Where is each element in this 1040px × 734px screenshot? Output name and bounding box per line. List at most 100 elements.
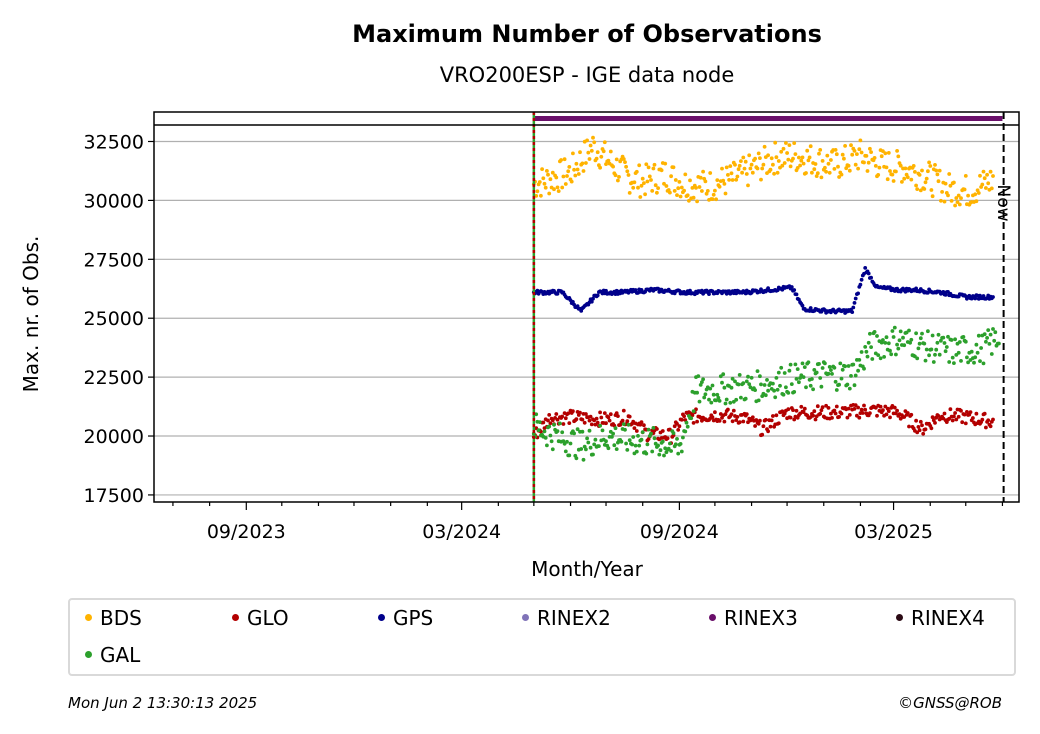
data-point-glo: [954, 417, 959, 422]
data-point-bds: [668, 190, 672, 195]
data-point-glo: [563, 416, 568, 421]
data-point-bds: [814, 174, 819, 179]
data-point-gal: [723, 401, 728, 406]
x-tick-label: 09/2024: [640, 521, 719, 543]
data-point-gal: [606, 446, 611, 451]
data-point-gal: [882, 355, 886, 359]
data-point-gal: [604, 439, 608, 444]
data-point-glo: [974, 411, 979, 416]
data-point-glo: [833, 411, 838, 416]
data-point-gal: [743, 396, 748, 401]
data-point-glo: [717, 419, 722, 423]
data-point-gal: [766, 388, 770, 393]
legend-item-gps: GPS: [378, 606, 433, 630]
data-point-gal: [721, 372, 726, 377]
data-point-bds: [810, 170, 814, 175]
data-point-bds: [672, 189, 677, 193]
data-point-gal: [639, 437, 644, 442]
data-point-bds: [766, 153, 770, 158]
data-point-gal: [652, 436, 657, 441]
data-point-bds: [843, 144, 847, 148]
data-point-gal: [630, 442, 634, 447]
data-point-bds: [815, 171, 820, 176]
data-point-gal: [981, 361, 986, 366]
data-point-bds: [634, 169, 639, 174]
data-point-bds: [726, 173, 730, 177]
data-point-glo: [819, 408, 824, 413]
data-point-bds: [601, 149, 606, 154]
data-point-bds: [578, 150, 582, 155]
data-point-glo: [588, 414, 593, 419]
data-point-gal: [681, 435, 685, 440]
data-point-glo: [791, 408, 795, 412]
data-point-glo: [837, 415, 841, 419]
data-point-gps: [707, 292, 711, 296]
data-point-bds: [744, 172, 749, 176]
data-point-glo: [818, 411, 823, 416]
data-point-bds: [675, 193, 679, 198]
data-point-gal: [775, 387, 780, 392]
data-point-bds: [613, 173, 618, 178]
data-point-gal: [644, 451, 649, 456]
data-point-bds: [683, 172, 688, 177]
data-point-glo: [860, 411, 865, 415]
data-point-gps: [633, 288, 638, 292]
data-point-glo: [763, 417, 768, 422]
data-point-glo: [584, 412, 588, 416]
data-point-bds: [780, 163, 785, 168]
data-point-bds: [747, 153, 752, 158]
data-point-bds: [679, 185, 684, 190]
data-point-gps: [851, 305, 856, 310]
data-point-gal: [888, 348, 892, 353]
data-point-glo: [965, 410, 969, 414]
data-point-bds: [842, 156, 846, 161]
data-point-gal: [547, 424, 552, 429]
data-point-bds: [591, 135, 595, 140]
data-point-gal: [804, 385, 808, 390]
data-point-bds: [890, 172, 895, 177]
data-point-glo: [682, 414, 686, 419]
data-point-bds: [885, 177, 890, 182]
data-point-bds: [918, 188, 923, 193]
data-point-gal: [827, 365, 832, 369]
data-point-glo: [580, 417, 585, 422]
data-point-gal: [814, 370, 819, 375]
data-point-bds: [849, 143, 853, 148]
data-point-gal: [709, 400, 714, 405]
data-point-bds: [978, 173, 982, 178]
data-point-bds: [561, 174, 566, 179]
data-point-glo: [571, 409, 575, 414]
data-point-glo: [950, 418, 955, 423]
data-point-gal: [997, 341, 1001, 346]
data-point-gps: [859, 277, 864, 282]
x-tick-label: 09/2023: [207, 521, 286, 543]
data-point-bds: [581, 169, 586, 173]
data-point-gal: [864, 349, 869, 354]
now-label: Now: [993, 184, 1013, 221]
data-point-bds: [608, 149, 613, 154]
data-point-glo: [582, 420, 587, 425]
data-point-glo: [730, 419, 735, 424]
data-point-glo: [756, 421, 761, 426]
data-point-bds: [858, 138, 863, 143]
data-point-gal: [909, 337, 914, 342]
data-point-gal: [979, 346, 983, 350]
data-point-gal: [818, 376, 823, 380]
data-point-bds: [552, 187, 556, 192]
data-point-gal: [684, 420, 689, 425]
data-point-bds: [724, 165, 729, 170]
data-point-gal: [611, 431, 615, 436]
data-point-gal: [849, 374, 853, 378]
data-point-bds: [673, 178, 678, 182]
data-point-glo: [675, 421, 679, 426]
data-point-gps: [869, 275, 873, 280]
data-point-gal: [773, 395, 778, 400]
data-point-gps: [595, 293, 600, 298]
data-point-gal: [939, 338, 943, 343]
data-point-bds: [727, 178, 731, 182]
data-point-gal: [927, 353, 931, 358]
data-point-gal: [984, 339, 988, 344]
data-point-gal: [823, 361, 827, 366]
data-point-gal: [675, 437, 679, 441]
data-point-bds: [592, 140, 597, 145]
